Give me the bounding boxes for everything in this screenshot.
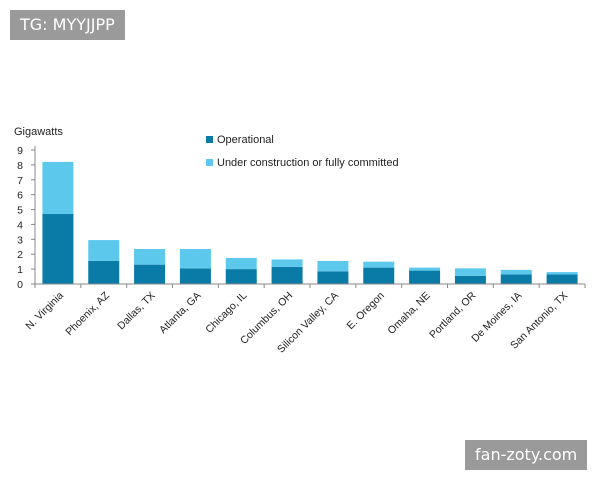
x-tick-label: Atlanta, GA [157, 290, 203, 336]
x-tick-label: Chicago, IL [203, 290, 249, 336]
bar-under-construction [179, 249, 211, 269]
bar-operational [42, 214, 74, 284]
legend-label: Under construction or fully committed [217, 157, 399, 169]
legend-swatch [206, 159, 213, 166]
bar-under-construction [409, 267, 441, 271]
bar-under-construction [225, 257, 257, 270]
x-tick-label: Phoenix, AZ [63, 289, 112, 338]
bar-under-construction [271, 259, 303, 267]
bar-under-construction [42, 161, 74, 215]
y-tick-label: 3 [17, 234, 23, 246]
bar-operational [134, 264, 166, 284]
bar-operational [317, 271, 349, 284]
y-tick-label: 8 [17, 160, 23, 172]
bar-operational [454, 275, 486, 284]
bar-under-construction [546, 272, 578, 275]
bar-operational [225, 269, 257, 284]
bar-under-construction [454, 268, 486, 276]
y-tick-label: 6 [17, 190, 23, 202]
bars [42, 161, 578, 284]
bar-operational [271, 266, 303, 284]
y-tick-label: 1 [17, 264, 23, 276]
watermark-top: TG: MYYJJPP [10, 10, 125, 40]
bar-operational [363, 267, 395, 284]
y-axis: 0 1 2 3 4 5 6 7 8 9 [17, 145, 36, 291]
x-tick-label: Omaha, NE [385, 290, 432, 337]
bar-operational [546, 274, 578, 284]
bar-operational [179, 268, 211, 284]
y-tick-label: 7 [17, 175, 23, 187]
bar-under-construction [88, 240, 120, 261]
legend-swatch [206, 136, 213, 143]
bar-under-construction [317, 260, 349, 272]
x-tick-label: N. Virginia [23, 290, 66, 333]
y-axis-title: Gigawatts [14, 126, 63, 138]
y-tick-label: 2 [17, 249, 23, 261]
bar-under-construction [500, 269, 532, 275]
bar-under-construction [363, 261, 395, 268]
y-tick-label: 0 [17, 279, 23, 291]
bar-operational [409, 270, 441, 284]
x-tick-label: Dallas, TX [115, 290, 158, 333]
bar-under-construction [134, 249, 166, 265]
watermark-bottom: fan-zoty.com [465, 440, 588, 470]
x-tick-label: E. Oregon [345, 290, 387, 332]
y-tick-label: 9 [17, 145, 23, 157]
bar-operational [88, 260, 120, 284]
bar-operational [500, 274, 532, 284]
legend-label: Operational [217, 134, 274, 146]
y-tick-label: 5 [17, 205, 23, 217]
y-tick-label: 4 [17, 219, 23, 231]
legend: Operational Under construction or fully c… [206, 134, 399, 169]
